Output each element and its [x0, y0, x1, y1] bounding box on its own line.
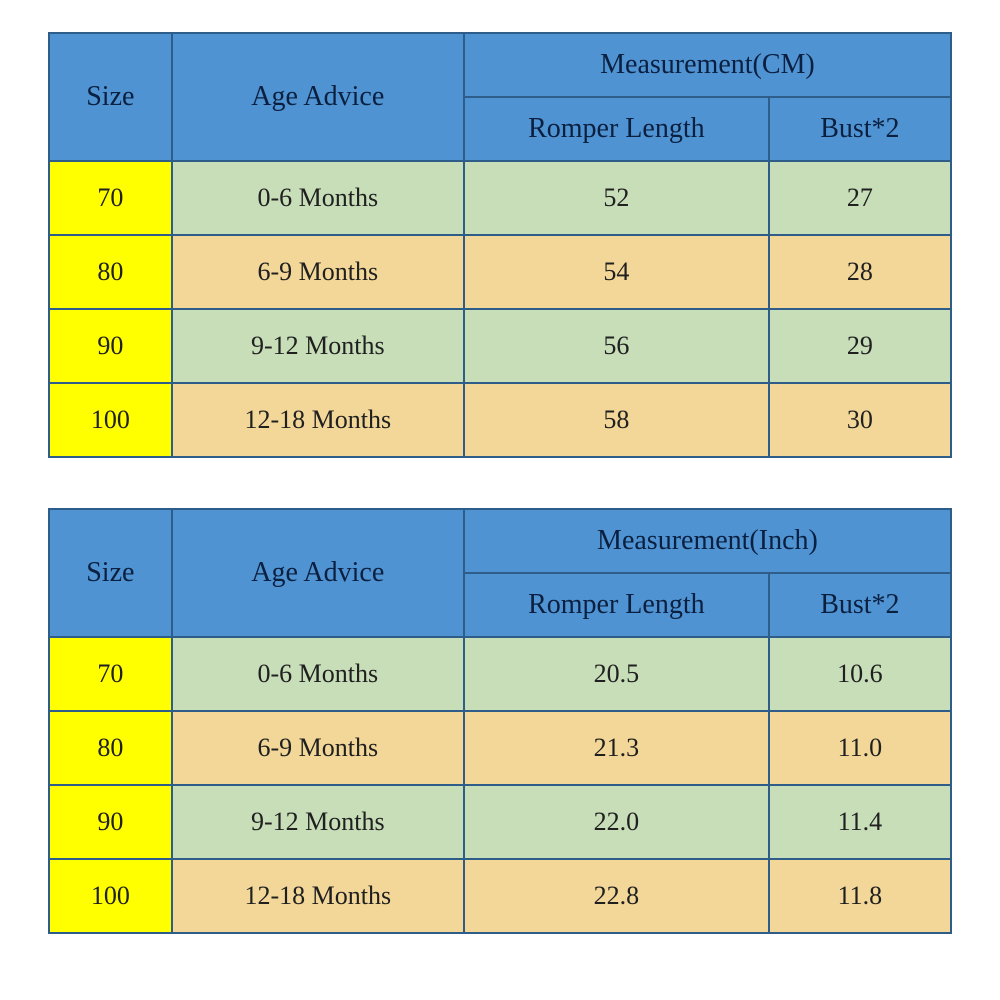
cell-romper-length: 20.5 — [464, 637, 769, 711]
cell-size: 90 — [49, 309, 172, 383]
table-row: 700-6 Months20.510.6 — [49, 637, 951, 711]
header-romper-length: Romper Length — [464, 573, 769, 637]
size-tables-container: SizeAge AdviceMeasurement(CM)Romper Leng… — [48, 32, 952, 934]
header-bust: Bust*2 — [769, 97, 951, 161]
cell-romper-length: 21.3 — [464, 711, 769, 785]
cell-age: 0-6 Months — [172, 637, 464, 711]
cell-age: 9-12 Months — [172, 785, 464, 859]
cell-romper-length: 54 — [464, 235, 769, 309]
cell-bust: 28 — [769, 235, 951, 309]
header-romper-length: Romper Length — [464, 97, 769, 161]
table-row: 909-12 Months5629 — [49, 309, 951, 383]
table-row: 806-9 Months5428 — [49, 235, 951, 309]
header-size: Size — [49, 509, 172, 637]
cell-size: 80 — [49, 235, 172, 309]
cell-bust: 11.8 — [769, 859, 951, 933]
cell-bust: 11.4 — [769, 785, 951, 859]
cell-bust: 29 — [769, 309, 951, 383]
cell-size: 90 — [49, 785, 172, 859]
table-row: 10012-18 Months22.811.8 — [49, 859, 951, 933]
size-table-1: SizeAge AdviceMeasurement(Inch)Romper Le… — [48, 508, 952, 934]
cell-size: 100 — [49, 383, 172, 457]
table-row: 10012-18 Months5830 — [49, 383, 951, 457]
header-age: Age Advice — [172, 509, 464, 637]
cell-size: 80 — [49, 711, 172, 785]
table-row: 700-6 Months5227 — [49, 161, 951, 235]
header-bust: Bust*2 — [769, 573, 951, 637]
table-row: 909-12 Months22.011.4 — [49, 785, 951, 859]
cell-romper-length: 56 — [464, 309, 769, 383]
cell-romper-length: 58 — [464, 383, 769, 457]
cell-age: 0-6 Months — [172, 161, 464, 235]
cell-bust: 30 — [769, 383, 951, 457]
cell-size: 100 — [49, 859, 172, 933]
cell-age: 6-9 Months — [172, 711, 464, 785]
cell-age: 6-9 Months — [172, 235, 464, 309]
size-table-0: SizeAge AdviceMeasurement(CM)Romper Leng… — [48, 32, 952, 458]
header-measurement-group: Measurement(Inch) — [464, 509, 951, 573]
cell-bust: 11.0 — [769, 711, 951, 785]
cell-age: 12-18 Months — [172, 383, 464, 457]
cell-romper-length: 52 — [464, 161, 769, 235]
cell-bust: 27 — [769, 161, 951, 235]
cell-size: 70 — [49, 637, 172, 711]
header-size: Size — [49, 33, 172, 161]
header-age: Age Advice — [172, 33, 464, 161]
cell-size: 70 — [49, 161, 172, 235]
cell-age: 9-12 Months — [172, 309, 464, 383]
cell-romper-length: 22.8 — [464, 859, 769, 933]
cell-romper-length: 22.0 — [464, 785, 769, 859]
table-row: 806-9 Months21.311.0 — [49, 711, 951, 785]
cell-bust: 10.6 — [769, 637, 951, 711]
cell-age: 12-18 Months — [172, 859, 464, 933]
header-measurement-group: Measurement(CM) — [464, 33, 951, 97]
